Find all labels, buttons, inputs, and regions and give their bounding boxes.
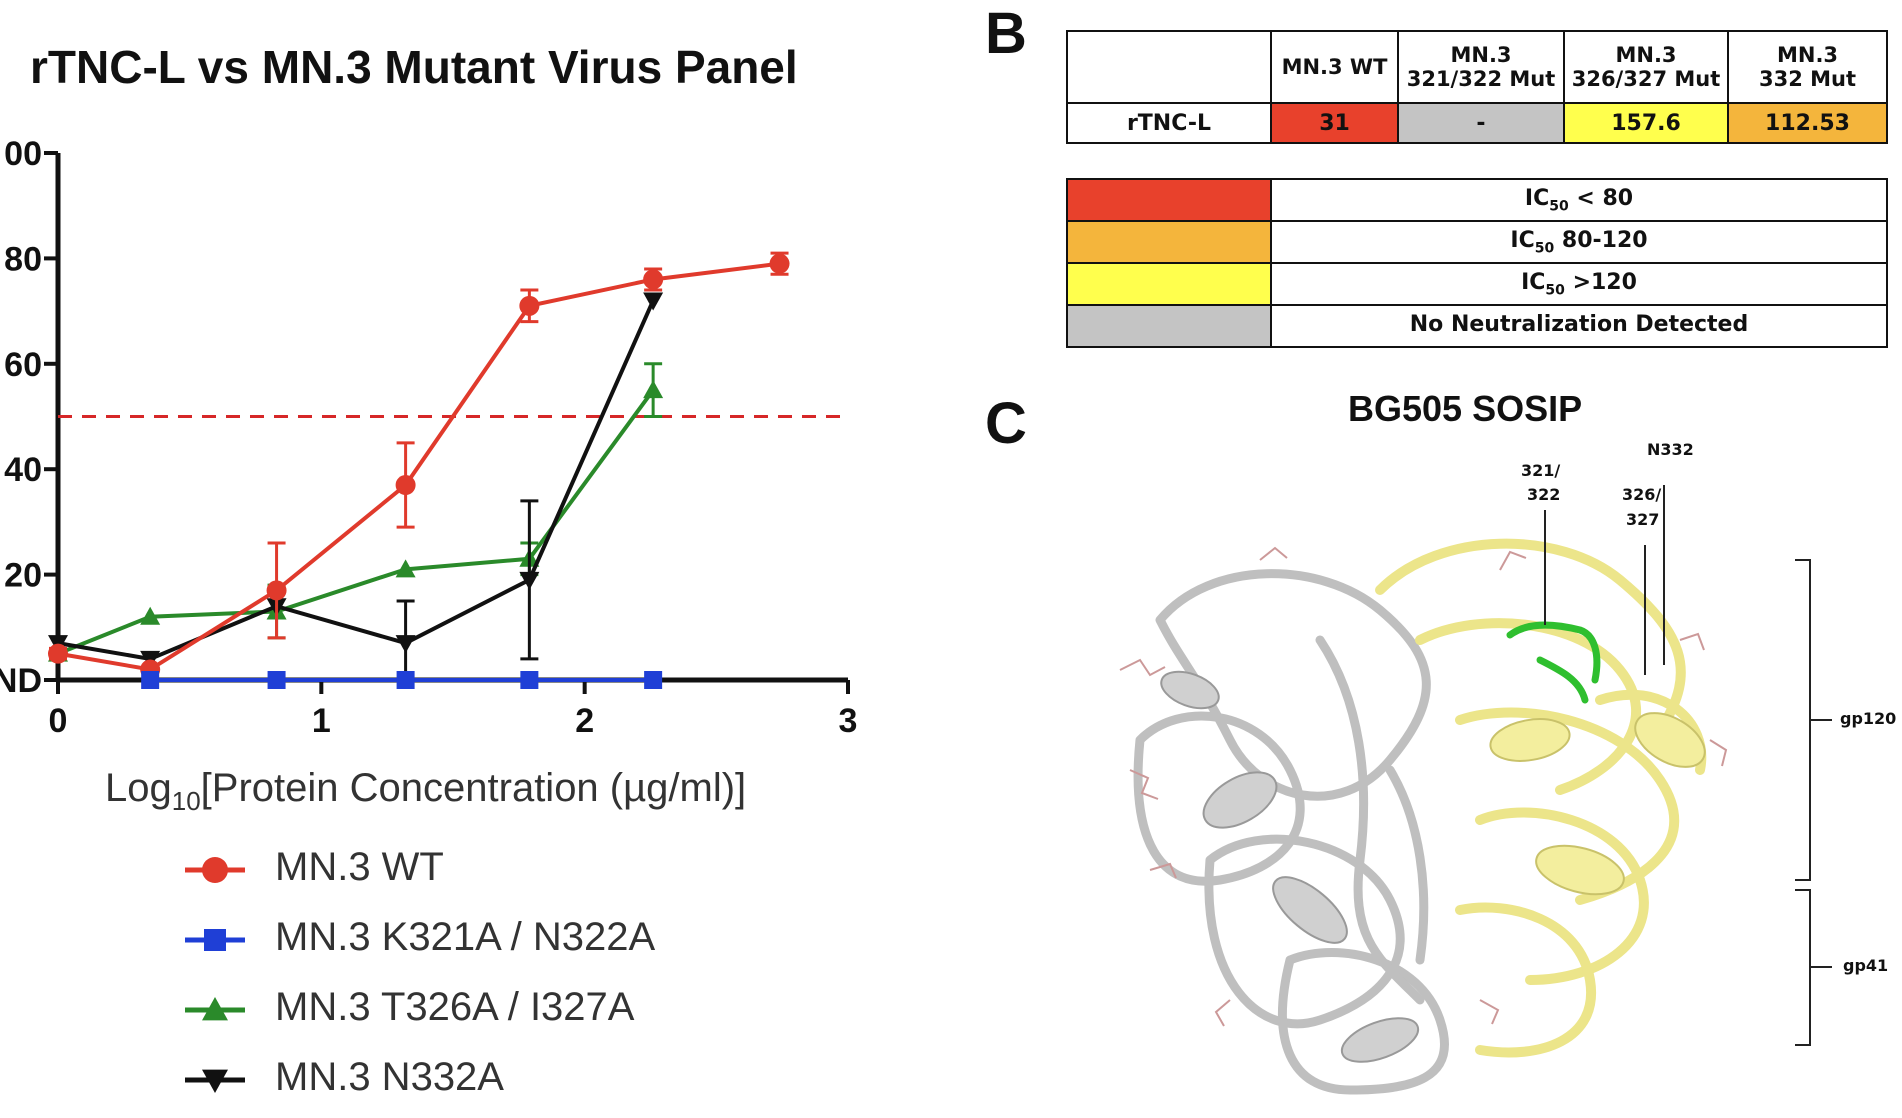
data-point — [643, 269, 664, 290]
structure-title: BG505 SOSIP — [1348, 388, 1583, 429]
ic50-header-wt: MN.3 WT — [1270, 30, 1399, 104]
data-point — [519, 571, 540, 590]
data-point — [769, 253, 790, 274]
domain-label-gp41: gp41 — [1843, 956, 1889, 975]
ic50-legend-text: IC50 < 80 — [1270, 178, 1888, 222]
ic50-legend-row: IC50 80-120 — [1066, 220, 1888, 264]
data-point — [202, 1069, 228, 1093]
chart-axes: 0 1 2 3 ND 20 40 60 80 00 — [0, 135, 857, 740]
ic50-legend-row: IC50 >120 — [1066, 262, 1888, 306]
ic50-legend-swatch-gray — [1066, 304, 1272, 348]
ic50-legend-text: IC50 >120 — [1270, 262, 1888, 306]
ic50-legend-swatch-red — [1066, 178, 1272, 222]
site-label-321-line1: 321/ — [1521, 461, 1561, 480]
data-point — [395, 635, 416, 654]
ic50-legend-row: IC50 < 80 — [1066, 178, 1888, 222]
x-tick-label: 2 — [575, 702, 594, 740]
data-point — [643, 292, 664, 311]
ic50-value-wt: 31 — [1270, 102, 1399, 144]
ic50-value-326: 157.6 — [1563, 102, 1729, 144]
data-point — [202, 857, 228, 883]
data-point — [396, 671, 415, 689]
domain-label-gp120: gp120 — [1840, 709, 1897, 728]
data-point — [266, 580, 287, 601]
ic50-row-label: rTNC-L — [1066, 102, 1272, 144]
x-tick-label: 1 — [312, 702, 331, 740]
gray-protomer-helices — [1160, 670, 1420, 1063]
series-1 — [141, 671, 663, 689]
x-axis-label-rest: [Protein Concentration (µg/ml)] — [200, 766, 747, 810]
data-point — [204, 929, 226, 951]
data-point — [267, 671, 286, 689]
label-leader-lines — [1544, 485, 1665, 675]
y-tick-label: 00 — [4, 135, 42, 173]
ic50-color-legend: IC50 < 80 IC50 80-120 IC50 >120 No Neutr… — [1066, 178, 1888, 348]
ic50-header-row: MN.3 WT MN.3 321/322 Mut MN.3 326/327 Mut … — [1066, 30, 1888, 104]
yellow-protomer-helices — [1489, 712, 1706, 896]
gray-protomer-ribbons — [1133, 569, 1449, 1095]
chart-title: rTNC-L vs MN.3 Mutant Virus Panel — [30, 41, 798, 93]
ic50-value-321: - — [1397, 102, 1565, 144]
site-label-326-line1: 326/ — [1622, 485, 1662, 504]
panel-b-letter: B — [985, 1, 1027, 66]
ic50-header-332: MN.3 332 Mut — [1727, 30, 1888, 104]
data-point — [395, 559, 416, 578]
ic50-value-row: rTNC-L 31 - 157.6 112.53 — [1066, 102, 1888, 144]
ic50-legend-row: No Neutralization Detected — [1066, 304, 1888, 348]
data-point — [644, 671, 663, 689]
bg505-sosip-structure-image — [1119, 485, 1832, 1095]
ic50-header-321: MN.3 321/322 Mut — [1397, 30, 1565, 104]
data-point — [520, 671, 539, 689]
mutation-site-loop — [1506, 621, 1601, 704]
legend-markers — [185, 857, 245, 1093]
x-axis-label: Log10[Protein Concentration (µg/ml)] — [105, 766, 746, 817]
y-tick-label: 20 — [4, 557, 42, 595]
x-axis-label-prefix: Log — [105, 766, 172, 810]
yellow-protomer-ribbons — [1375, 538, 1707, 1058]
ic50-header-326: MN.3 326/327 Mut — [1563, 30, 1729, 104]
ic50-value-332: 112.53 — [1727, 102, 1888, 144]
series-2 — [48, 362, 664, 662]
ic50-legend-text: IC50 80-120 — [1270, 220, 1888, 264]
site-label-326-line2: 327 — [1626, 510, 1660, 529]
legend-label-series-2: MN.3 T326A / I327A — [275, 985, 635, 1029]
site-label-n332: N332 — [1647, 440, 1694, 459]
x-tick-label: 0 — [49, 702, 68, 740]
data-point — [140, 606, 161, 625]
x-tick-label: 3 — [839, 702, 858, 740]
domain-brackets — [1795, 559, 1832, 1046]
y-tick-label: 60 — [4, 346, 42, 384]
data-point — [395, 475, 416, 496]
line-chart: 0 1 2 3 ND 20 40 60 80 00 — [0, 135, 857, 1093]
series-line — [57, 299, 655, 661]
site-label-321-line2: 322 — [1527, 485, 1561, 504]
data-point — [519, 295, 540, 316]
series-layer — [48, 251, 790, 689]
legend-label-series-3: MN.3 N332A — [275, 1055, 504, 1099]
y-tick-label: 40 — [4, 451, 42, 489]
ic50-legend-swatch-orange — [1066, 220, 1272, 264]
ic50-legend-swatch-yellow — [1066, 262, 1272, 306]
panel-c-letter: C — [985, 391, 1027, 456]
x-axis-label-subscript: 10 — [171, 786, 201, 816]
data-point — [48, 643, 68, 664]
ic50-legend-text: No Neutralization Detected — [1270, 304, 1888, 348]
y-tick-label: ND — [0, 662, 42, 700]
data-point — [643, 380, 664, 399]
series-line — [57, 261, 780, 672]
y-tick-label: 80 — [4, 240, 42, 278]
series-3 — [48, 292, 664, 682]
ic50-header-empty — [1066, 30, 1272, 104]
legend-label-series-0: MN.3 WT — [275, 845, 444, 889]
data-point — [202, 997, 228, 1021]
ic50-table: MN.3 WT MN.3 321/322 Mut MN.3 326/327 Mut … — [1066, 30, 1888, 144]
legend-label-series-1: MN.3 K321A / N322A — [275, 915, 656, 959]
data-point — [141, 671, 160, 689]
glycan-sticks — [1119, 546, 1728, 1027]
